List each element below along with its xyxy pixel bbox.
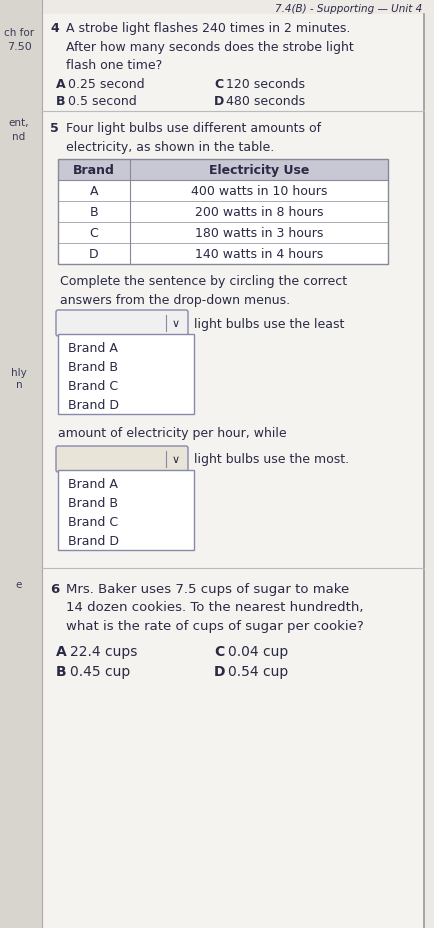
Text: A: A — [56, 78, 66, 91]
Text: 180 watts in 3 hours: 180 watts in 3 hours — [195, 226, 323, 239]
Text: 200 watts in 8 hours: 200 watts in 8 hours — [195, 206, 323, 219]
Text: Brand B: Brand B — [68, 496, 118, 509]
Text: 7.50: 7.50 — [7, 42, 31, 52]
Text: 4: 4 — [50, 22, 59, 35]
Text: B: B — [56, 95, 66, 108]
Text: 480 seconds: 480 seconds — [226, 95, 305, 108]
Text: Brand B: Brand B — [68, 361, 118, 374]
Text: 0.54 cup: 0.54 cup — [228, 664, 288, 678]
Text: D: D — [214, 664, 226, 678]
Bar — [58, 160, 388, 181]
Text: Brand A: Brand A — [68, 342, 118, 354]
Text: 7.4(B) - Supporting — Unit 4: 7.4(B) - Supporting — Unit 4 — [275, 4, 422, 14]
Text: light bulbs use the least: light bulbs use the least — [194, 317, 344, 330]
Text: 140 watts in 4 hours: 140 watts in 4 hours — [195, 248, 323, 261]
Text: B: B — [90, 206, 99, 219]
Text: D: D — [89, 248, 99, 261]
Text: Brand C: Brand C — [68, 515, 118, 528]
Text: n: n — [16, 380, 22, 390]
Text: Brand C: Brand C — [68, 380, 118, 393]
Bar — [58, 201, 388, 223]
Bar — [42, 15, 424, 928]
Text: Brand D: Brand D — [68, 535, 119, 548]
Text: A: A — [90, 185, 98, 198]
Text: nd: nd — [13, 132, 26, 142]
Text: amount of electricity per hour, while: amount of electricity per hour, while — [58, 427, 286, 440]
Text: 0.04 cup: 0.04 cup — [228, 644, 288, 658]
Text: A strobe light flashes 240 times in 2 minutes.
After how many seconds does the s: A strobe light flashes 240 times in 2 mi… — [66, 22, 354, 72]
Text: 0.45 cup: 0.45 cup — [70, 664, 130, 678]
Text: ∨: ∨ — [172, 455, 180, 465]
Text: Mrs. Baker uses 7.5 cups of sugar to make
14 dozen cookies. To the nearest hundr: Mrs. Baker uses 7.5 cups of sugar to mak… — [66, 583, 364, 632]
Text: B: B — [56, 664, 67, 678]
Text: 400 watts in 10 hours: 400 watts in 10 hours — [191, 185, 327, 198]
Text: light bulbs use the most.: light bulbs use the most. — [194, 453, 349, 466]
Text: Four light bulbs use different amounts of
electricity, as shown in the table.: Four light bulbs use different amounts o… — [66, 122, 321, 153]
Bar — [58, 470, 194, 550]
Text: 0.5 second: 0.5 second — [68, 95, 137, 108]
Bar — [58, 181, 388, 201]
Text: 22.4 cups: 22.4 cups — [70, 644, 138, 658]
FancyBboxPatch shape — [56, 446, 188, 472]
Text: Brand D: Brand D — [68, 398, 119, 411]
FancyBboxPatch shape — [56, 311, 188, 337]
Bar — [58, 223, 388, 244]
Text: 120 seconds: 120 seconds — [226, 78, 305, 91]
Text: Brand A: Brand A — [68, 478, 118, 491]
Text: 0.25 second: 0.25 second — [68, 78, 145, 91]
Text: Complete the sentence by circling the correct
answers from the drop-down menus.: Complete the sentence by circling the co… — [60, 275, 347, 306]
Text: C: C — [214, 644, 224, 658]
Text: ent,: ent, — [9, 118, 29, 128]
Text: ∨: ∨ — [172, 318, 180, 329]
Text: e: e — [16, 579, 22, 589]
Text: C: C — [90, 226, 99, 239]
Bar — [58, 244, 388, 264]
Bar — [58, 160, 388, 264]
Text: Brand: Brand — [73, 164, 115, 177]
Text: Electricity Use: Electricity Use — [209, 164, 309, 177]
Text: A: A — [56, 644, 67, 658]
Text: D: D — [214, 95, 224, 108]
Bar — [0, 0, 42, 928]
Text: ch for: ch for — [4, 28, 34, 38]
Text: 6: 6 — [50, 583, 59, 596]
Text: hly: hly — [11, 367, 27, 378]
Text: C: C — [214, 78, 223, 91]
Text: 5: 5 — [50, 122, 59, 135]
Bar — [58, 335, 194, 415]
